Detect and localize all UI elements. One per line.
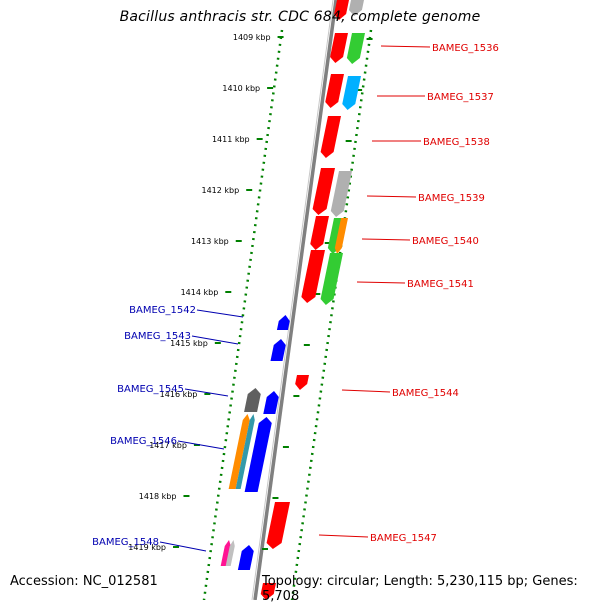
gene-label-leader [159, 541, 207, 552]
genome-backbone-highlight [251, 0, 334, 601]
gene-bameg-1537-red [325, 74, 344, 108]
gene-label-reverse: BAMEG_1543 [124, 331, 191, 342]
gene-label-leader [196, 309, 244, 318]
gene-label-leader [361, 238, 411, 241]
gene-top-partial [334, 0, 349, 20]
ruler-label: 1411 kbp [212, 135, 250, 144]
map-title: Bacillus anthracis str. CDC 684, complet… [119, 9, 481, 25]
gene-bameg-1538 [320, 116, 341, 158]
gene-label-forward: BAMEG_1538 [423, 137, 490, 148]
gene-bameg-1545-blue [263, 391, 279, 414]
gene-bameg-1543 [270, 339, 286, 361]
gene-label-leader [318, 534, 369, 538]
accession-caption: Accession: NC_012581 [10, 574, 158, 589]
gene-bameg-1537-cyan [342, 76, 361, 110]
gene-label-leader [177, 440, 225, 450]
gene-label-leader [366, 195, 417, 198]
gene-label-leader [341, 389, 391, 393]
ruler-label: 1418 kbp [139, 492, 177, 501]
gene-bottom-partial [260, 583, 276, 600]
outer-ruler-line [290, 29, 373, 601]
ruler-label: 1410 kbp [222, 84, 260, 93]
gene-label-forward: BAMEG_1541 [407, 279, 474, 290]
gene-label-reverse: BAMEG_1546 [110, 436, 177, 447]
gene-top-partial-gray [348, 0, 364, 16]
gene-label-forward: BAMEG_1547 [370, 533, 437, 544]
gene-label-forward: BAMEG_1544 [392, 388, 459, 399]
ruler-label: 1413 kbp [191, 237, 229, 246]
gene-label-leader [184, 388, 229, 397]
gene-bameg-1547 [266, 502, 290, 549]
inner-ruler-line [202, 29, 284, 601]
gene-label-reverse: BAMEG_1545 [117, 384, 184, 395]
ruler-label: 1415 kbp [170, 339, 208, 348]
gene-bameg-1548-magenta [220, 540, 231, 566]
gene-bameg-1546-orange [228, 414, 250, 489]
ruler-label: 1414 kbp [181, 288, 219, 297]
gene-bameg-1540-orange [334, 218, 348, 254]
gene-label-reverse: BAMEG_1542 [129, 305, 196, 316]
gene-bameg-1546-teal [235, 414, 255, 489]
gene-bameg-1548-blue [237, 545, 254, 570]
gene-label-forward: BAMEG_1537 [427, 92, 494, 103]
genome-backbone [253, 0, 338, 601]
gene-label-leader [380, 45, 431, 48]
gene-bameg-1541-red [301, 250, 325, 303]
gene-bameg-1540-red [310, 216, 329, 250]
gene-bameg-1539-gray [330, 171, 352, 217]
gene-bameg-1536-green [346, 33, 365, 64]
ruler-label: 1417 kbp [149, 441, 187, 450]
gene-bameg-1546-blue [244, 417, 272, 492]
gene-label-leader [356, 281, 406, 284]
gene-label-forward: BAMEG_1536 [432, 43, 499, 54]
ruler-label: 1412 kbp [201, 186, 239, 195]
ruler-label: 1419 kbp [128, 543, 166, 552]
ruler-label: 1409 kbp [233, 33, 271, 42]
gene-bameg-1544 [295, 375, 309, 390]
gene-bameg-1542 [276, 315, 290, 330]
gene-bameg-1548-gray [225, 540, 235, 566]
gene-bameg-1536-red [330, 33, 348, 63]
gene-label-forward: BAMEG_1540 [412, 236, 479, 247]
gene-bameg-1545-gray [244, 388, 261, 412]
gene-bameg-1539-red [312, 168, 335, 215]
gene-label-reverse: BAMEG_1548 [92, 537, 159, 548]
gene-label-leader [191, 335, 239, 345]
ruler-label: 1416 kbp [160, 390, 198, 399]
gene-bameg-1541-green [320, 253, 343, 305]
gene-label-forward: BAMEG_1539 [418, 193, 485, 204]
